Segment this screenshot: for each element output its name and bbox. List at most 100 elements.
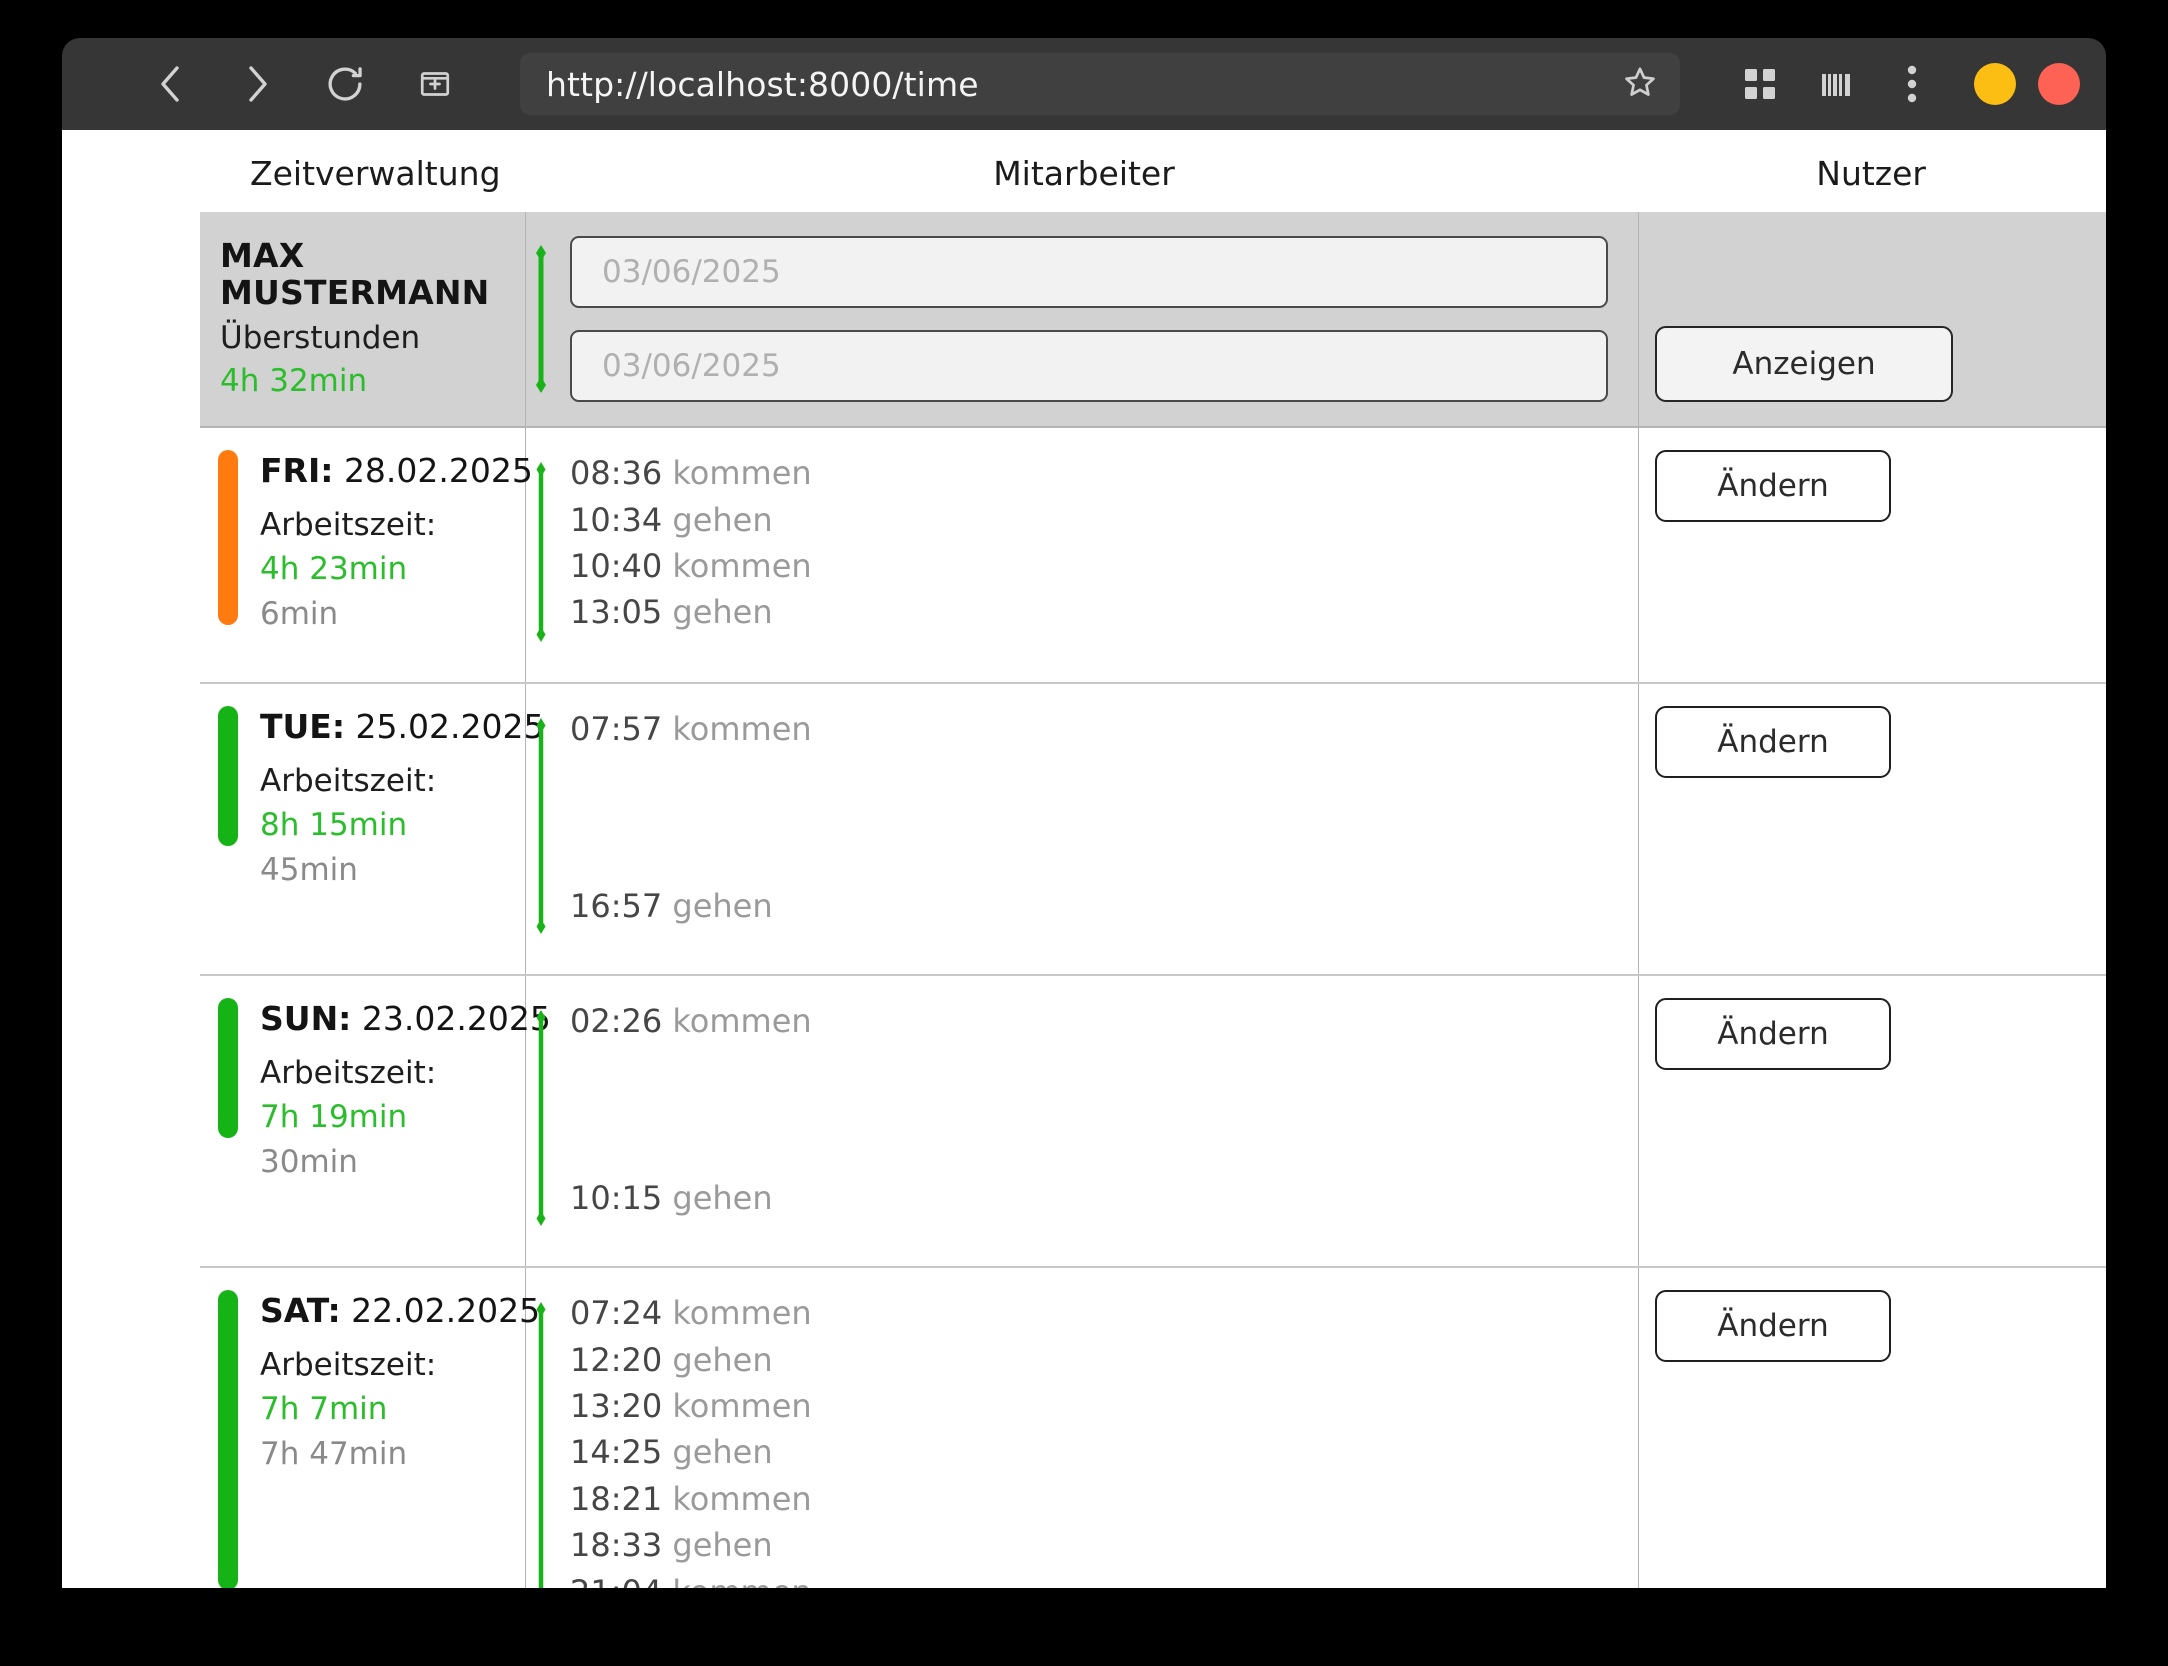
worktime-value: 4h 23min bbox=[260, 551, 408, 588]
column-divider bbox=[525, 1268, 526, 1588]
day-date: FRI: 28.02.2025 bbox=[260, 450, 533, 491]
back-button[interactable] bbox=[134, 47, 208, 121]
star-icon[interactable] bbox=[1622, 64, 1658, 104]
extensions-button[interactable] bbox=[1722, 47, 1798, 121]
time-entries-list: 08:36 kommen 10:34 gehen 10:40 kommen 13:05… bbox=[548, 450, 1638, 656]
time-entry: 16:57 gehen bbox=[570, 883, 1638, 929]
time-kind: gehen bbox=[672, 1178, 773, 1217]
minimize-window-button[interactable] bbox=[1974, 63, 2016, 105]
row-actions-cell: Ändern bbox=[1639, 1268, 2106, 1588]
time-kind: kommen bbox=[672, 1002, 812, 1041]
range-arrow-icon bbox=[536, 245, 546, 394]
change-button[interactable]: Ändern bbox=[1655, 1290, 1891, 1363]
worktime-value: 7h 19min bbox=[260, 1099, 408, 1136]
user-summary: MAX MUSTERMANN Überstunden 4h 32min bbox=[200, 212, 525, 427]
forward-button[interactable] bbox=[220, 47, 294, 121]
grid-icon bbox=[1745, 69, 1775, 99]
status-bar bbox=[218, 706, 238, 847]
nav-link-nutzer[interactable]: Nutzer bbox=[1816, 153, 1926, 193]
reload-button[interactable] bbox=[308, 47, 382, 121]
time-value: 10:40 bbox=[570, 547, 663, 586]
screenshot-button[interactable] bbox=[398, 47, 472, 121]
worktime-label: Arbeitszeit: bbox=[260, 1054, 437, 1091]
time-kind: kommen bbox=[672, 547, 812, 586]
range-arrow-icon bbox=[536, 718, 546, 935]
time-entry: 14:25 gehen bbox=[570, 1429, 1638, 1475]
change-button[interactable]: Ändern bbox=[1655, 450, 1891, 523]
time-kind: kommen bbox=[672, 1387, 812, 1426]
breaktime-value: 30min bbox=[260, 1144, 358, 1181]
time-entry: 18:33 gehen bbox=[570, 1522, 1638, 1568]
worktime-label: Arbeitszeit: bbox=[260, 1346, 437, 1383]
overtime-label: Überstunden bbox=[220, 319, 421, 356]
library-icon bbox=[1822, 74, 1850, 96]
time-entry: 21:04 kommen bbox=[570, 1569, 1638, 1588]
browser-window: http://localhost:8000/time bbox=[62, 38, 2106, 1588]
time-value: 16:57 bbox=[570, 886, 663, 925]
time-value: 13:20 bbox=[570, 1387, 663, 1426]
date-inputs: 03/06/2025 03/06/2025 bbox=[570, 236, 1608, 403]
worktime-label: Arbeitszeit: bbox=[260, 762, 437, 799]
time-entry: 10:40 kommen bbox=[570, 543, 1638, 589]
date-range-axis-icon bbox=[534, 234, 548, 404]
three-dots-icon bbox=[1907, 65, 1917, 103]
day-info: SUN: 23.02.2025 Arbeitszeit: 7h 19min 30min bbox=[238, 998, 551, 1240]
time-span-axis-icon bbox=[534, 998, 548, 1240]
status-bar bbox=[218, 998, 238, 1139]
time-entries-list: 07:24 kommen 12:20 gehen 13:20 kommen 14:25… bbox=[548, 1290, 1638, 1588]
time-span-axis-icon bbox=[534, 1290, 548, 1588]
show-button[interactable]: Anzeigen bbox=[1655, 326, 1953, 403]
change-button[interactable]: Ändern bbox=[1655, 706, 1891, 779]
time-entry: 12:20 gehen bbox=[570, 1337, 1638, 1383]
time-entry: 13:05 gehen bbox=[570, 589, 1638, 635]
time-kind: kommen bbox=[672, 454, 812, 493]
time-gap-spacer bbox=[570, 753, 1638, 883]
day-info: SAT: 22.02.2025 Arbeitszeit: 7h 7min 7h 47m… bbox=[238, 1290, 540, 1588]
time-kind: kommen bbox=[672, 710, 812, 749]
column-divider bbox=[1638, 428, 1639, 683]
change-button[interactable]: Ändern bbox=[1655, 998, 1891, 1071]
time-value: 02:26 bbox=[570, 1002, 663, 1041]
day-weekday: FRI: bbox=[260, 451, 334, 491]
column-divider bbox=[525, 428, 526, 683]
time-value: 21:04 bbox=[570, 1573, 662, 1588]
row-actions-cell: Ändern bbox=[1639, 684, 2106, 974]
time-span-axis-icon bbox=[534, 450, 548, 656]
time-entries-list: 07:57 kommen 16:57 gehen bbox=[548, 706, 1638, 948]
toolbar-right-group bbox=[1722, 47, 2080, 121]
date-to-input[interactable]: 03/06/2025 bbox=[570, 330, 1608, 403]
day-summary-cell: SAT: 22.02.2025 Arbeitszeit: 7h 7min 7h 47m… bbox=[200, 1268, 540, 1588]
reload-icon bbox=[328, 67, 362, 101]
range-arrow-icon bbox=[536, 1010, 546, 1227]
menu-button[interactable] bbox=[1874, 47, 1950, 121]
time-entry: 02:26 kommen bbox=[570, 998, 1638, 1044]
time-entry: 13:20 kommen bbox=[570, 1383, 1638, 1429]
column-divider bbox=[525, 976, 526, 1267]
table-row: FRI: 28.02.2025 Arbeitszeit: 4h 23min 6min 0… bbox=[200, 428, 2106, 685]
site-navigation: Zeitverwaltung Mitarbeiter Nutzer bbox=[62, 130, 2106, 212]
date-from-input[interactable]: 03/06/2025 bbox=[570, 236, 1608, 309]
library-button[interactable] bbox=[1798, 47, 1874, 121]
browser-toolbar: http://localhost:8000/time bbox=[62, 38, 2106, 130]
url-bar[interactable]: http://localhost:8000/time bbox=[520, 53, 1680, 115]
filter-row: MAX MUSTERMANN Überstunden 4h 32min bbox=[200, 212, 2106, 429]
nav-link-mitarbeiter[interactable]: Mitarbeiter bbox=[993, 153, 1175, 193]
time-entry: 07:24 kommen bbox=[570, 1290, 1638, 1336]
column-divider bbox=[1638, 684, 1639, 975]
day-summary-cell: FRI: 28.02.2025 Arbeitszeit: 4h 23min 6min bbox=[200, 428, 533, 682]
time-entries-list: 02:26 kommen 10:15 gehen bbox=[548, 998, 1638, 1240]
time-kind: kommen bbox=[672, 1294, 812, 1333]
day-weekday: SAT: bbox=[260, 1291, 341, 1331]
time-value: 07:57 bbox=[570, 710, 663, 749]
time-value: 18:33 bbox=[570, 1526, 663, 1565]
user-first-name: MAX bbox=[220, 236, 305, 275]
time-entry: 07:57 kommen bbox=[570, 706, 1638, 752]
close-window-button[interactable] bbox=[2038, 63, 2080, 105]
table-row: TUE: 25.02.2025 Arbeitszeit: 8h 15min 45min… bbox=[200, 684, 2106, 977]
status-bar bbox=[218, 450, 238, 626]
time-gap-spacer bbox=[570, 1045, 1638, 1175]
url-text[interactable]: http://localhost:8000/time bbox=[546, 64, 979, 104]
time-kind: gehen bbox=[672, 1526, 773, 1565]
nav-link-zeitverwaltung[interactable]: Zeitverwaltung bbox=[250, 153, 501, 193]
time-span-axis-icon bbox=[534, 706, 548, 948]
